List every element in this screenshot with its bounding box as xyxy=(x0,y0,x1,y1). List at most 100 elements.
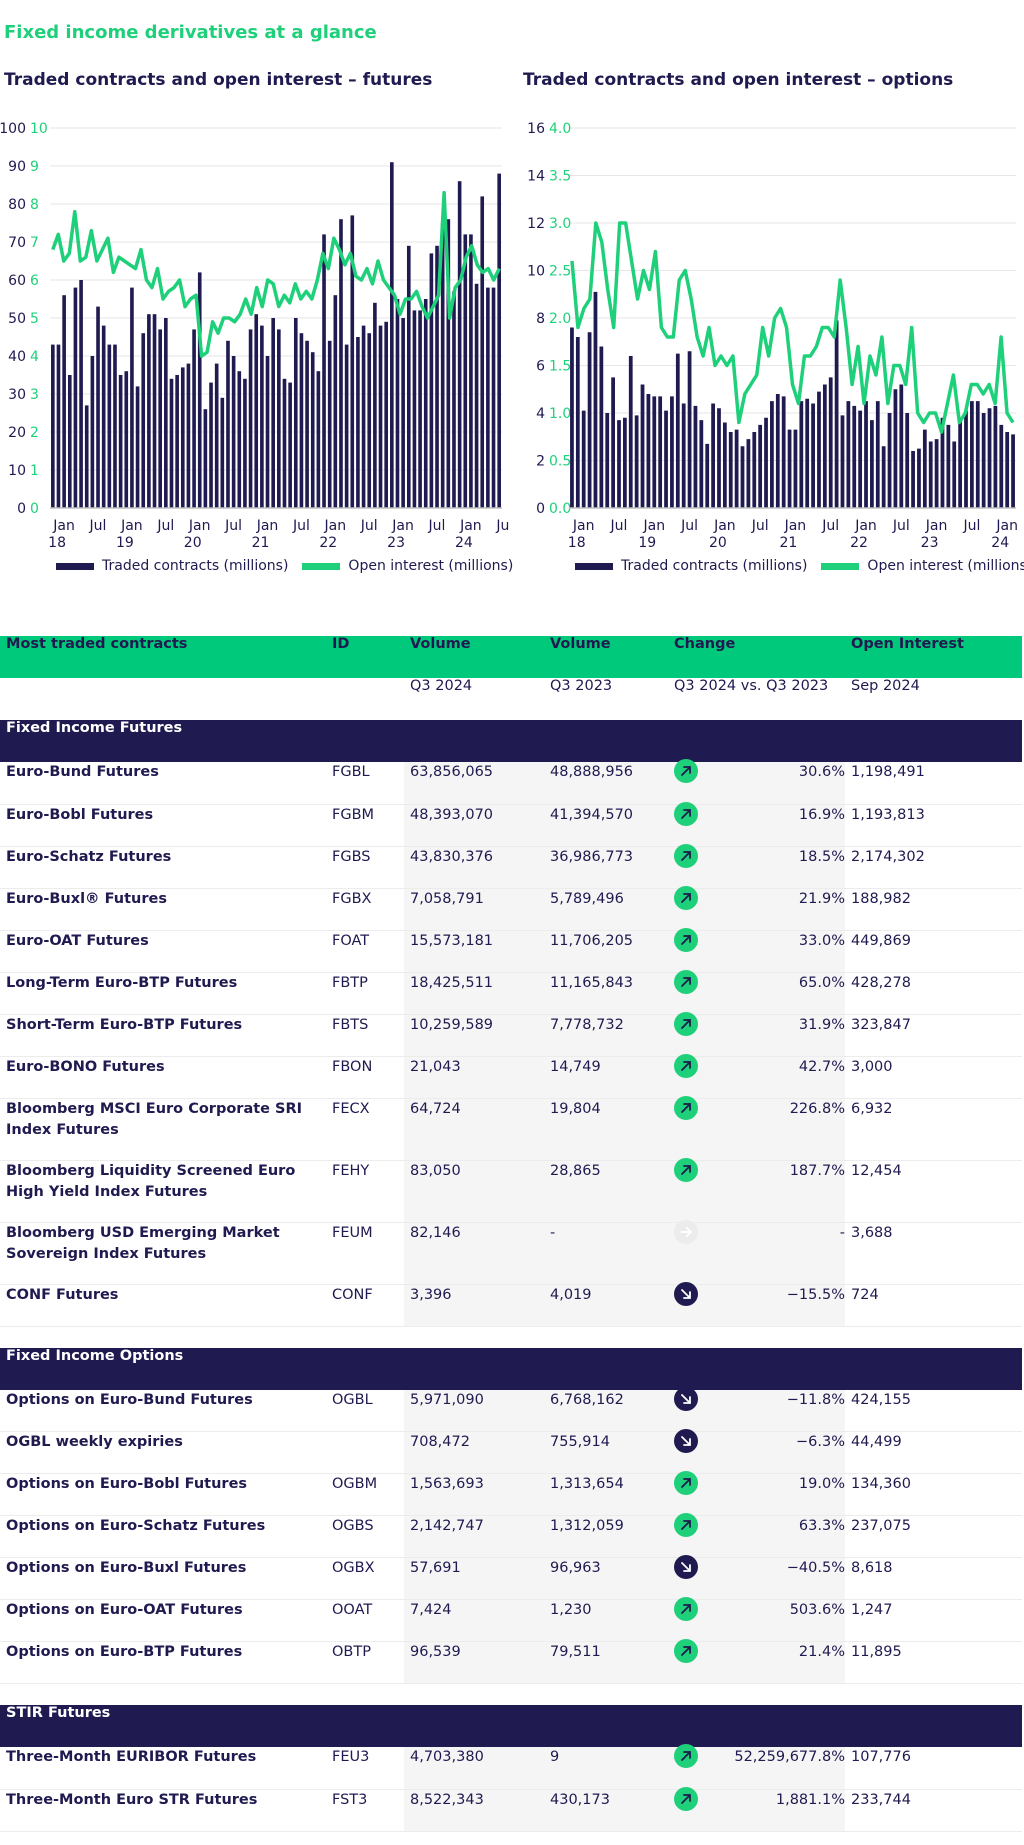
subheader-volume-prior: Q3 2023 xyxy=(550,678,613,694)
section-header-row: Fixed Income Options xyxy=(0,1347,1022,1390)
contract-name: Euro-Bobl Futures xyxy=(0,804,326,847)
change-value: 16.9% xyxy=(798,806,845,823)
futures-chart-title: Traded contracts and open interest – fut… xyxy=(4,70,433,90)
bar xyxy=(293,318,298,508)
bar xyxy=(378,325,383,508)
bar xyxy=(435,245,439,509)
contract-name: Options on Euro-Schatz Futures xyxy=(0,1515,326,1558)
change-value: 187.7% xyxy=(789,1162,845,1179)
open-interest-line xyxy=(570,221,1015,434)
table-row: Short-Term Euro-BTP Futures FBTS 10,259,58… xyxy=(0,1011,1022,1057)
volume-current: 3,396 xyxy=(404,1284,544,1327)
bar xyxy=(56,344,61,508)
volume-prior: 96,963 xyxy=(544,1557,668,1600)
header-id: ID xyxy=(326,636,404,678)
volume-current: 57,691 xyxy=(404,1557,544,1600)
arrow-up-right-icon xyxy=(674,759,698,783)
bar xyxy=(339,219,343,508)
section-spacer xyxy=(0,1684,1022,1706)
bar xyxy=(858,410,863,509)
bar xyxy=(429,253,434,508)
volume-current: 5,971,090 xyxy=(404,1389,544,1432)
bar xyxy=(575,337,580,508)
x-tick-label: Jul xyxy=(821,518,839,534)
change-cell: −6.3% xyxy=(668,1429,845,1474)
change-value: 503.6% xyxy=(789,1602,845,1618)
volume-prior: 430,173 xyxy=(544,1789,668,1832)
x-tick-label: Jul xyxy=(680,518,698,534)
bar xyxy=(135,386,140,508)
change-cell: 21.9% xyxy=(668,885,845,931)
bar xyxy=(599,346,604,508)
y-left-tick-label: 10 xyxy=(8,463,26,479)
contract-name: Euro-Buxl® Futures xyxy=(0,888,326,931)
bar xyxy=(775,394,780,508)
change-cell: −15.5% xyxy=(668,1281,845,1327)
header-contract: Most traded contracts xyxy=(0,636,326,678)
table-row: Three-Month EURIBOR Futures FEU3 4,703,380… xyxy=(0,1744,1022,1790)
y-left-tick-label: 90 xyxy=(8,159,26,175)
contract-name: CONF Futures xyxy=(0,1284,326,1327)
options-chart-title: Traded contracts and open interest – opt… xyxy=(523,70,954,90)
bar xyxy=(570,327,574,508)
arrow-up-right-icon xyxy=(674,801,698,826)
bar xyxy=(711,403,715,508)
volume-current: 7,424 xyxy=(404,1599,544,1642)
bar xyxy=(628,356,633,508)
bar xyxy=(463,234,468,508)
open-interest: 3,000 xyxy=(845,1056,1022,1099)
table-row: Euro-Buxl® Futures FGBX 7,058,791 5,789,496… xyxy=(0,885,1022,931)
bar xyxy=(917,448,921,509)
legend-line-swatch xyxy=(302,562,341,570)
volume-prior: 9 xyxy=(544,1747,668,1790)
open-interest: 449,869 xyxy=(845,930,1022,973)
bar xyxy=(617,420,621,509)
table-row: Long-Term Euro-BTP Futures FBTP 18,425,511… xyxy=(0,969,1022,1015)
contract-name: Long-Term Euro-BTP Futures xyxy=(0,972,326,1015)
bar xyxy=(970,401,974,509)
change-cell: 21.4% xyxy=(668,1639,845,1684)
bar xyxy=(384,321,388,508)
contract-id: OGBS xyxy=(326,1515,404,1558)
contract-id: FGBM xyxy=(326,804,404,847)
change-value: 52,259,677.8% xyxy=(734,1749,845,1765)
x-tick-label: Jan xyxy=(713,518,736,534)
volume-prior: 1,313,654 xyxy=(544,1473,668,1516)
legend-bar-swatch xyxy=(56,562,94,570)
y-left-tick-label: 6 xyxy=(536,359,545,375)
open-interest: 424,155 xyxy=(845,1389,1022,1432)
open-interest: 6,932 xyxy=(845,1098,1022,1161)
bar xyxy=(175,375,179,508)
bar xyxy=(722,422,727,508)
contract-id: CONF xyxy=(326,1284,404,1327)
arrow-up-right-icon xyxy=(674,1744,698,1768)
bar xyxy=(875,401,880,509)
volume-prior: 19,804 xyxy=(544,1098,668,1161)
change-value: - xyxy=(839,1224,845,1241)
bar xyxy=(197,272,202,508)
bar xyxy=(840,415,845,509)
contract-name: Euro-Schatz Futures xyxy=(0,846,326,889)
contract-id: FOAT xyxy=(326,930,404,973)
bar xyxy=(705,443,710,509)
contract-name: Bloomberg Liquidity Screened Euro High Y… xyxy=(0,1160,326,1223)
change-cell: 65.0% xyxy=(668,969,845,1015)
bar xyxy=(770,401,774,509)
change-value: 42.7% xyxy=(798,1058,845,1075)
bar xyxy=(846,401,851,509)
legend-line-label: Open interest (millions) xyxy=(867,558,1024,574)
bar xyxy=(805,398,810,508)
x-tick-year-label: 19 xyxy=(116,535,134,551)
subheader-open-interest: Sep 2024 xyxy=(851,678,920,694)
x-tick-label: Jan xyxy=(391,518,414,534)
legend-bar-label: Traded contracts (millions) xyxy=(621,558,808,574)
change-value: −6.3% xyxy=(796,1434,845,1450)
bar xyxy=(474,283,479,508)
volume-prior: - xyxy=(544,1222,668,1285)
bar xyxy=(811,403,815,508)
bar xyxy=(51,344,55,508)
bar xyxy=(817,391,821,509)
x-tick-year-label: 19 xyxy=(638,535,656,551)
bar xyxy=(390,162,394,508)
section-title: Fixed Income Options xyxy=(0,1347,1022,1390)
